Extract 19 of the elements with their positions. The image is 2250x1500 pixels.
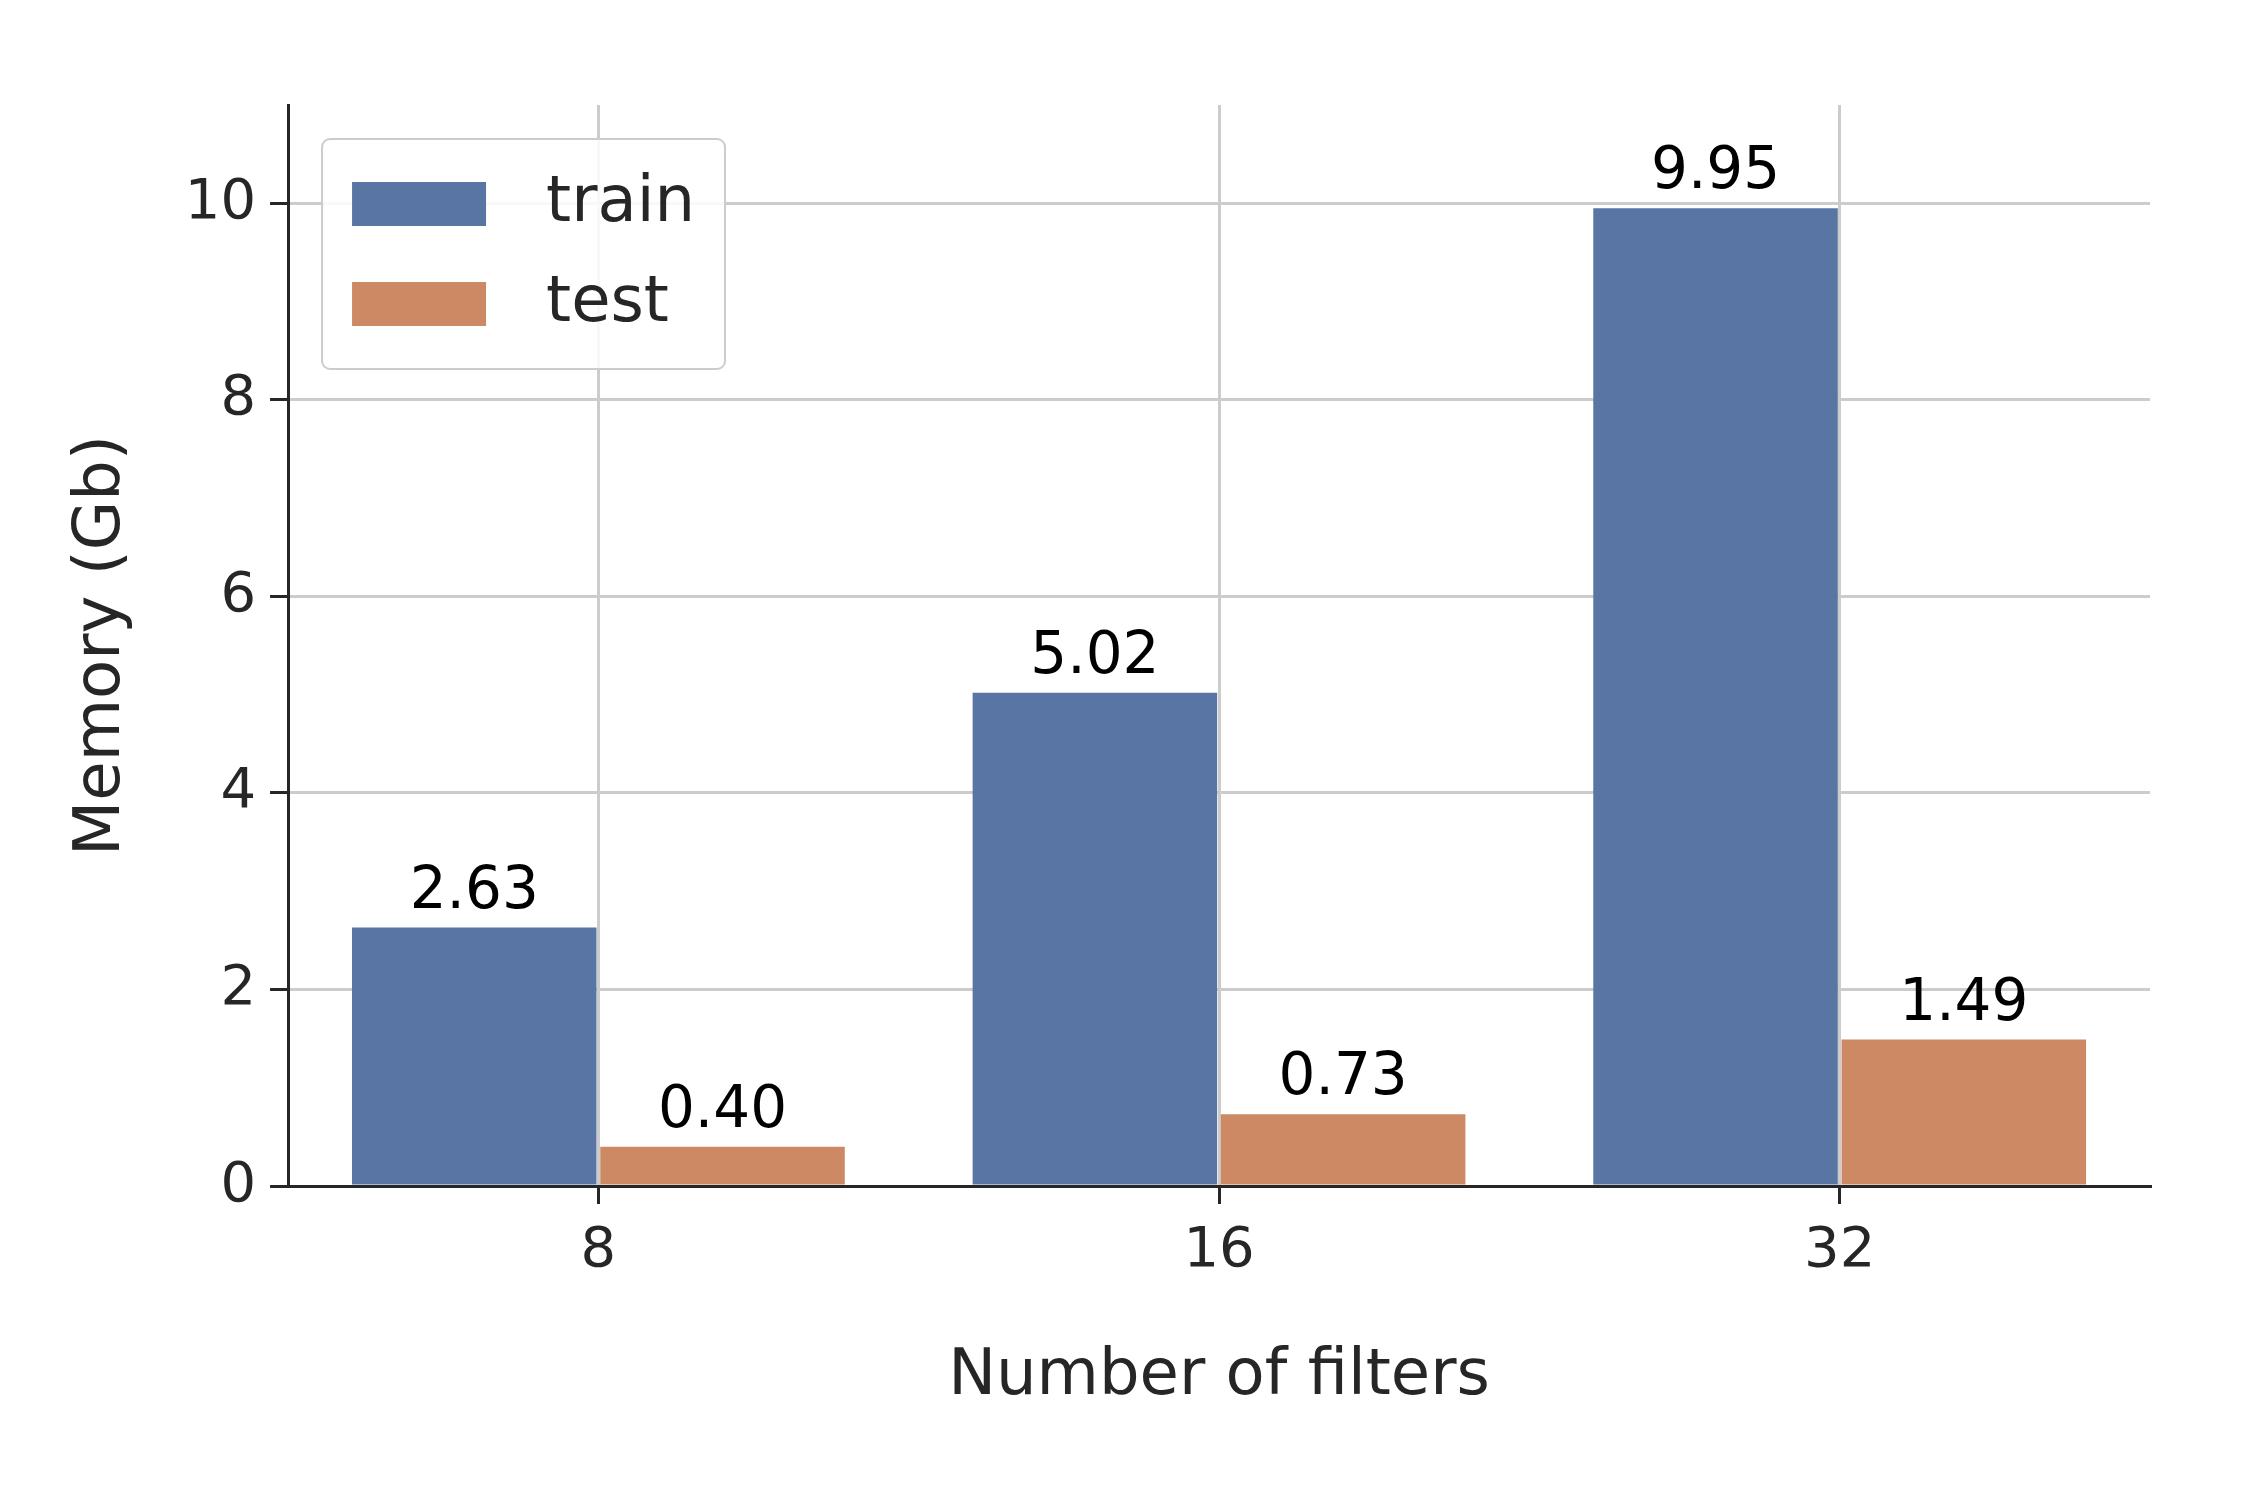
y-tick-label: 0 bbox=[220, 1148, 257, 1214]
data-label: 0.73 bbox=[1278, 1040, 1408, 1109]
y-axis-title: Memory (Gb) bbox=[60, 435, 135, 856]
y-tick-label: 6 bbox=[220, 558, 257, 624]
data-label: 5.02 bbox=[1030, 618, 1160, 687]
y-tick-label: 2 bbox=[220, 952, 257, 1017]
x-tick-label: 32 bbox=[1804, 1214, 1876, 1280]
y-tick-label: 10 bbox=[184, 165, 257, 231]
y-tick-label: 4 bbox=[220, 755, 257, 821]
data-label: 9.95 bbox=[1650, 134, 1781, 203]
x-axis-title: Number of filters bbox=[948, 1335, 1490, 1410]
legend-label: train bbox=[546, 161, 696, 236]
x-tick-label: 8 bbox=[580, 1214, 617, 1280]
x-tick-label: 16 bbox=[1183, 1214, 1255, 1280]
y-tick-label: 8 bbox=[220, 362, 257, 428]
data-label: 1.49 bbox=[1899, 965, 2029, 1034]
data-label: 2.63 bbox=[409, 853, 539, 922]
data-label: 0.40 bbox=[657, 1072, 788, 1141]
legend-label: test bbox=[546, 261, 669, 336]
